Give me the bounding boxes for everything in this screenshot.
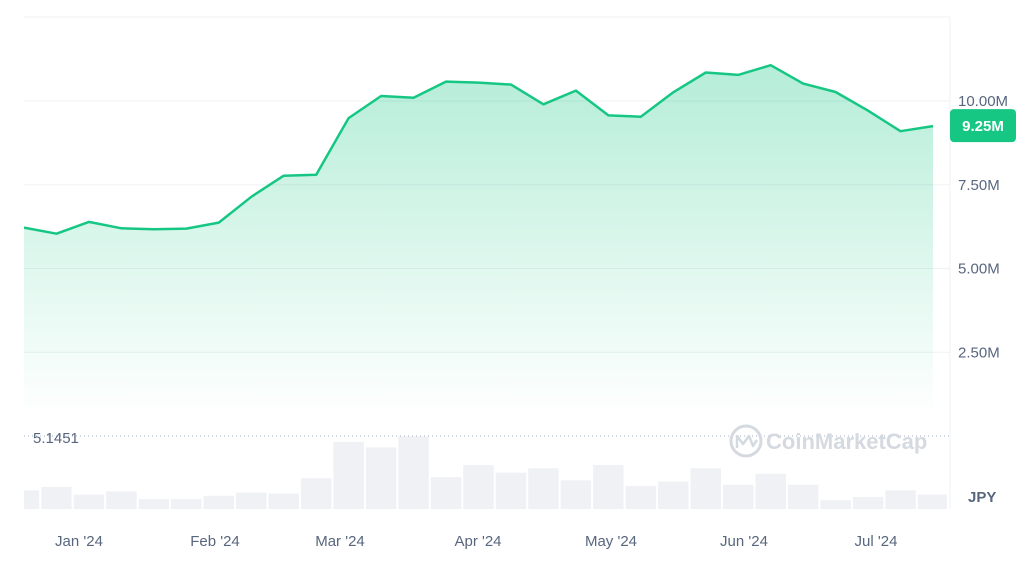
- volume-bars: [24, 436, 947, 509]
- x-tick-label: Apr '24: [454, 533, 501, 550]
- volume-bar: [106, 491, 137, 509]
- volume-bar: [917, 494, 947, 509]
- reference-line: 5.1451: [24, 430, 950, 447]
- x-tick-label: Jul '24: [855, 533, 898, 550]
- logo-circle: [729, 424, 763, 458]
- price-line-path: [23, 63, 934, 235]
- y-tick-label: 7.50M: [958, 177, 1000, 194]
- x-tick-label: Mar '24: [315, 533, 365, 550]
- volume-bar: [885, 490, 916, 509]
- current-value-badge: 9.25M: [950, 109, 1016, 143]
- x-tick-label: Feb '24: [190, 533, 240, 550]
- volume-bar: [690, 468, 721, 509]
- volume-bar: [852, 496, 884, 509]
- y-tick-label: 2.50M: [958, 344, 1000, 361]
- y-axis: 2.50M 5.00M 7.50M 10.00M: [958, 93, 1008, 361]
- volume-bar: [625, 485, 657, 509]
- coinmarketcap-logo-icon: [729, 424, 763, 458]
- volume-bar: [365, 447, 397, 509]
- volume-bar: [73, 494, 105, 509]
- y-tick-label: 10.00M: [958, 93, 1008, 110]
- price-area-fill: [24, 65, 933, 416]
- volume-bar: [171, 499, 202, 509]
- volume-bar: [41, 487, 72, 509]
- x-axis: Jan '24 Feb '24 Mar '24 Apr '24 May '24 Jun '…: [55, 533, 897, 550]
- y-tick-label: 5.00M: [958, 261, 1000, 278]
- volume-bar: [658, 481, 689, 509]
- current-value-badge-bg: [950, 109, 1016, 143]
- volume-bar: [787, 484, 819, 509]
- price-line: [23, 63, 934, 235]
- x-tick-label: Jun '24: [720, 533, 768, 550]
- current-value-label: 9.25M: [962, 118, 1004, 135]
- volume-bar: [268, 493, 299, 509]
- currency-label: JPY: [968, 489, 996, 506]
- watermark-text: CoinMarketCap: [766, 429, 927, 454]
- volume-bar: [300, 478, 332, 509]
- volume-bar: [138, 499, 170, 509]
- volume-bar: [24, 490, 40, 509]
- x-tick-label: May '24: [585, 533, 637, 550]
- watermark: CoinMarketCap: [729, 424, 927, 458]
- reference-line-label: 5.1451: [33, 430, 79, 447]
- volume-bar: [528, 468, 559, 509]
- volume-bar: [593, 465, 624, 509]
- volume-bar: [430, 477, 462, 509]
- volume-bar: [236, 492, 267, 509]
- logo-mark: [735, 434, 759, 448]
- price-area: [24, 65, 933, 416]
- volume-bar: [203, 495, 235, 509]
- volume-bar: [495, 472, 527, 509]
- x-tick-label: Jan '24: [55, 533, 103, 550]
- volume-bar: [333, 441, 364, 509]
- volume-bar: [820, 500, 851, 509]
- volume-bar: [463, 465, 494, 509]
- volume-bar: [560, 480, 592, 509]
- volume-bar: [722, 484, 754, 509]
- volume-bar: [755, 473, 786, 509]
- volume-bar: [398, 436, 429, 509]
